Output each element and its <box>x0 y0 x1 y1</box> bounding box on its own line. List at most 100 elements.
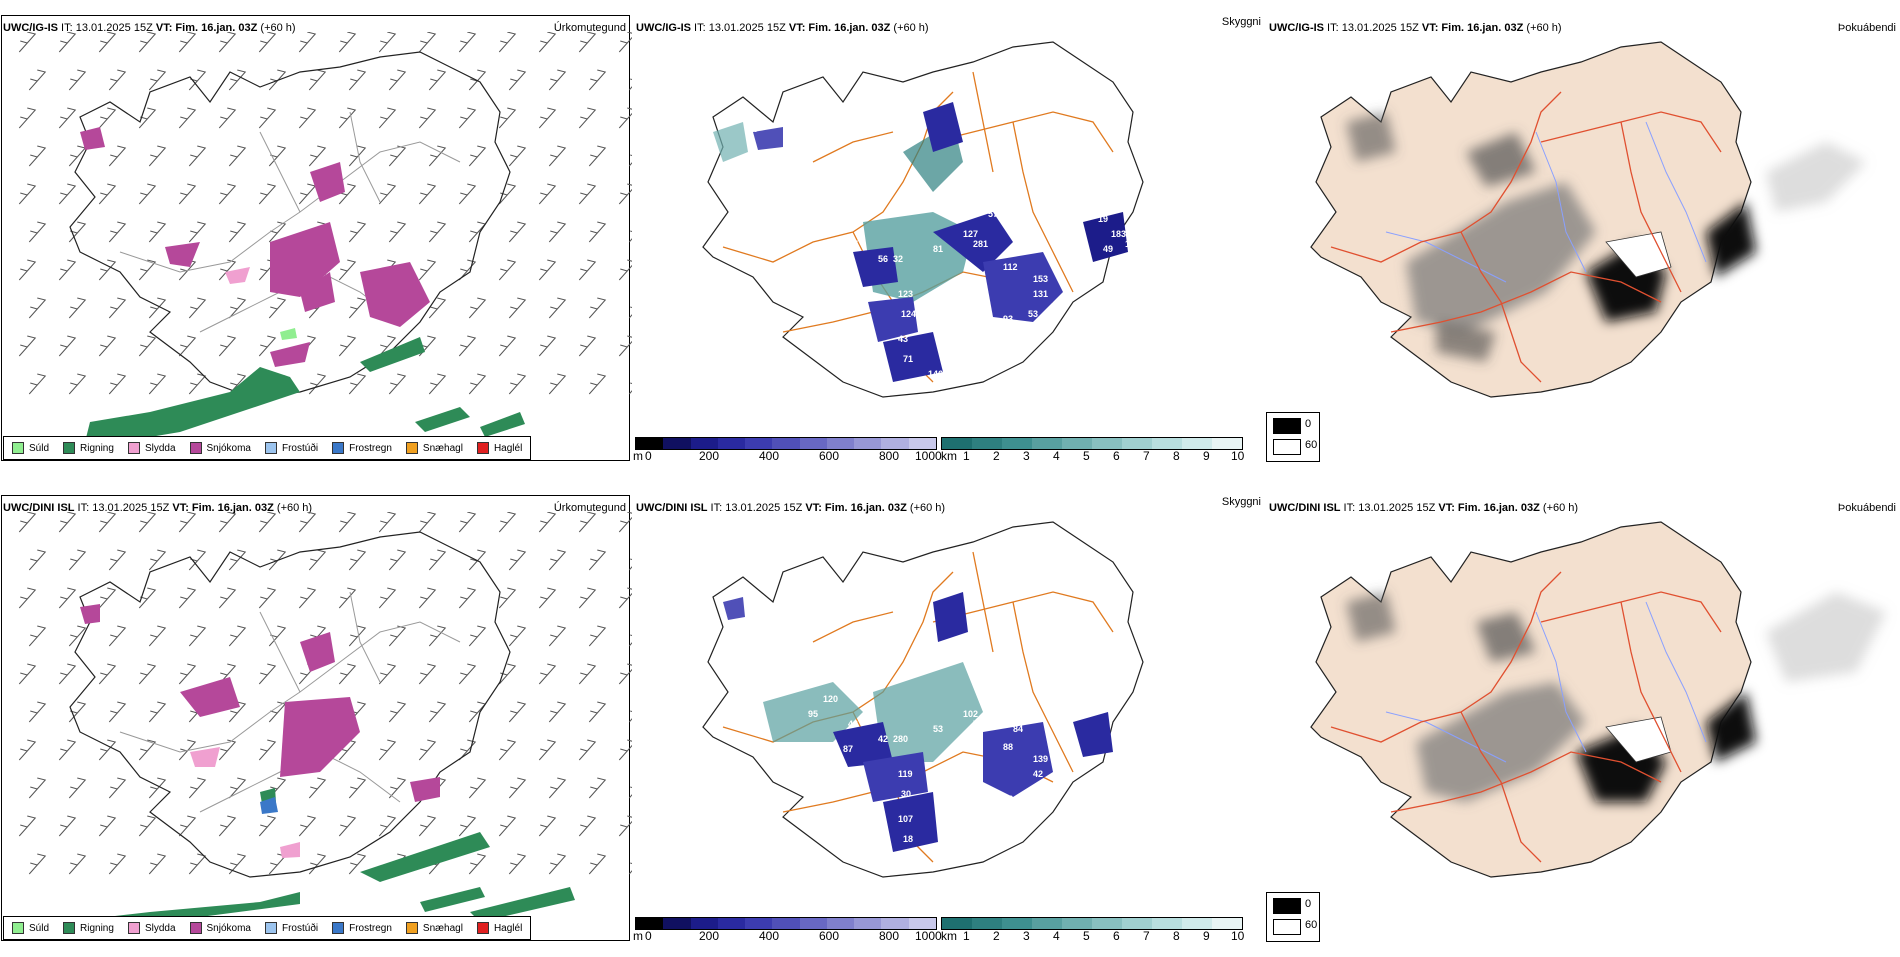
wind-barb <box>418 512 437 533</box>
wind-barb <box>538 663 557 685</box>
wind-barb <box>548 373 567 395</box>
wind-barb <box>498 32 517 53</box>
visibility-value-label: 42 <box>878 734 888 744</box>
visibility-value-label: 153 <box>1033 274 1048 284</box>
wind-barb <box>98 259 117 281</box>
visibility-value-label: 107 <box>898 814 913 824</box>
panel-product-name: Þokuábendi <box>1837 22 1896 34</box>
fog-index-map <box>1310 41 1866 398</box>
wind-barb <box>228 701 247 723</box>
tick-label: 10 <box>1231 449 1245 463</box>
colorbar-cell <box>772 918 800 929</box>
tick-label: 1000 <box>915 929 942 943</box>
roads <box>1330 91 1722 383</box>
wind-barb <box>348 777 367 799</box>
tick-label: 9 <box>1203 929 1210 943</box>
visibility-value-label: 93 <box>1003 314 1013 324</box>
wind-barb <box>338 107 357 129</box>
wind-barb <box>618 512 632 533</box>
wind-barb <box>108 297 127 319</box>
fog-legend-swatch-high <box>1273 418 1301 434</box>
wind-barb <box>578 32 597 53</box>
colorbar-cell <box>690 438 718 449</box>
panel-product-name: Skyggni <box>1221 496 1261 508</box>
wind-barb <box>18 739 37 761</box>
wind-barb <box>378 739 397 761</box>
precip-type-panel: UWC/DINI ISL IT: 13.01.2025 15Z VT: Fim.… <box>0 492 632 957</box>
wind-barb <box>148 69 167 91</box>
visibility-value-label: 75 <box>1028 789 1038 799</box>
wind-barb <box>628 634 632 647</box>
colorbar-cell <box>717 438 746 449</box>
tick-label: 8 <box>1173 449 1180 463</box>
wind-barb <box>428 625 447 647</box>
wind-barb <box>498 512 517 533</box>
colorbar-ticks: 1 2 3 4 5 6 7 8 9 10 <box>963 449 1253 465</box>
wind-barb <box>228 145 247 167</box>
wind-barb <box>138 183 157 205</box>
tick-label: 4 <box>1053 929 1060 943</box>
wind-barb <box>548 853 567 875</box>
wind-barb <box>618 815 632 837</box>
wind-barb <box>18 335 37 357</box>
precip-type-legend: Súld Rigning Slydda Snjókoma Frostúði Fr… <box>3 916 532 940</box>
colorbar-unit: m <box>633 449 643 463</box>
wind-barb <box>588 145 607 167</box>
colorbar-cell <box>1182 438 1212 449</box>
wind-barb <box>28 625 47 647</box>
wind-barb <box>98 587 117 609</box>
visibility-value-label: 49 <box>1103 244 1113 254</box>
wind-barb <box>508 221 527 243</box>
wind-barb <box>138 663 157 685</box>
legend-item: Snjókoma <box>189 922 251 934</box>
wind-barb <box>308 549 327 571</box>
wind-barb <box>498 335 517 357</box>
colorbar-cell <box>1092 918 1122 929</box>
wind-barb <box>578 183 597 205</box>
wind-barb <box>148 777 167 799</box>
wind-barb <box>18 663 37 685</box>
visibility-fog-areas <box>723 592 1113 852</box>
colorbar-cell <box>1182 918 1212 929</box>
wind-barb <box>498 107 517 129</box>
wind-barb <box>578 335 597 357</box>
colorbar-cell <box>1212 438 1242 449</box>
fog-legend-label: 60 <box>1305 439 1318 451</box>
colorbar-cell <box>1152 438 1182 449</box>
wind-barb <box>148 625 167 647</box>
wind-barb <box>498 739 517 761</box>
fog-legend-label: 0 <box>1305 418 1312 430</box>
wind-barb <box>258 512 277 533</box>
wind-barb <box>108 549 127 571</box>
wind-barb <box>188 373 207 395</box>
precip-areas <box>80 127 525 442</box>
wind-barb <box>258 739 277 761</box>
wind-barb <box>618 663 632 685</box>
wind-barb <box>538 107 557 129</box>
wind-barbs <box>18 32 632 395</box>
wind-barb <box>578 739 597 761</box>
wind-barb <box>58 107 77 129</box>
wind-barb <box>268 701 287 723</box>
wind-barb <box>588 297 607 319</box>
tick-label: 7 <box>1143 449 1150 463</box>
wind-barb <box>188 297 207 319</box>
visibility-value-label: 99 <box>931 774 941 784</box>
wind-barb <box>308 853 327 875</box>
wind-barb <box>28 701 47 723</box>
visibility-value-label: 46 <box>843 264 853 274</box>
visibility-value-label: 281 <box>973 239 988 249</box>
wind-barb <box>388 701 407 723</box>
wind-barb <box>508 853 527 875</box>
panel-title: UWC/DINI ISL IT: 13.01.2025 15Z VT: Fim.… <box>1269 502 1579 514</box>
colorbar-cell <box>1062 438 1092 449</box>
visibility-value-label: 30 <box>901 789 911 799</box>
tick-label: 5 <box>1083 929 1090 943</box>
visibility-value-label: 131 <box>1033 289 1048 299</box>
wind-barb <box>188 145 207 167</box>
wind-barb <box>28 221 47 243</box>
wind-barb <box>228 853 247 875</box>
wind-barb <box>618 587 632 609</box>
